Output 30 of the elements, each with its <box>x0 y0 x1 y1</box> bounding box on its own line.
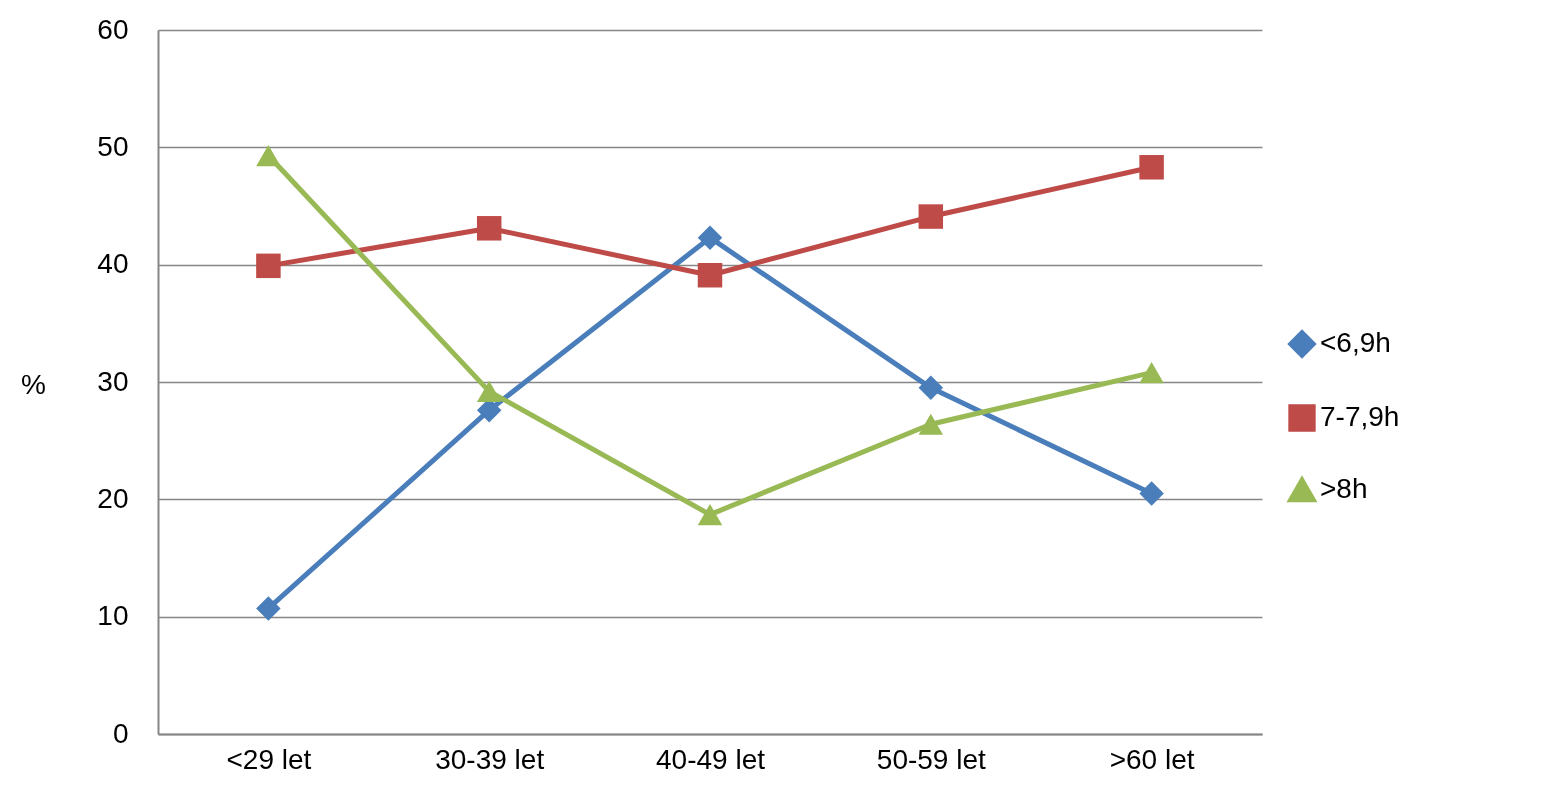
legend-label: 7-7,9h <box>1320 401 1400 432</box>
y-tick-label: 60 <box>97 13 129 45</box>
point <box>1139 155 1164 180</box>
x-tick-label: 30-39 let <box>435 743 545 775</box>
point <box>256 596 281 621</box>
y-axis-title: % <box>21 368 46 400</box>
y-tick-label: 50 <box>97 130 129 162</box>
point <box>476 216 502 241</box>
y-tick-label: 20 <box>97 482 129 514</box>
y-tick-label: 30 <box>97 365 129 397</box>
x-tick-label: 40-49 let <box>656 743 766 775</box>
point <box>1139 362 1164 384</box>
point <box>697 503 723 526</box>
legend-label: <6,9h <box>1320 327 1391 358</box>
y-tick-label: 0 <box>112 717 129 749</box>
point <box>918 204 944 229</box>
point <box>256 253 281 279</box>
point <box>918 413 944 435</box>
point <box>1139 481 1164 506</box>
legend-label: >8h <box>1320 473 1368 504</box>
point <box>918 375 944 401</box>
point <box>697 262 723 288</box>
x-tick-label: >60 let <box>1109 743 1195 775</box>
y-tick-label: 40 <box>97 248 129 280</box>
y-tick-label: 10 <box>97 600 129 632</box>
x-tick-label: <29 let <box>226 743 312 775</box>
x-tick-label: 50-59 let <box>876 743 986 775</box>
point <box>476 380 502 402</box>
point <box>256 144 281 167</box>
point <box>697 225 723 250</box>
